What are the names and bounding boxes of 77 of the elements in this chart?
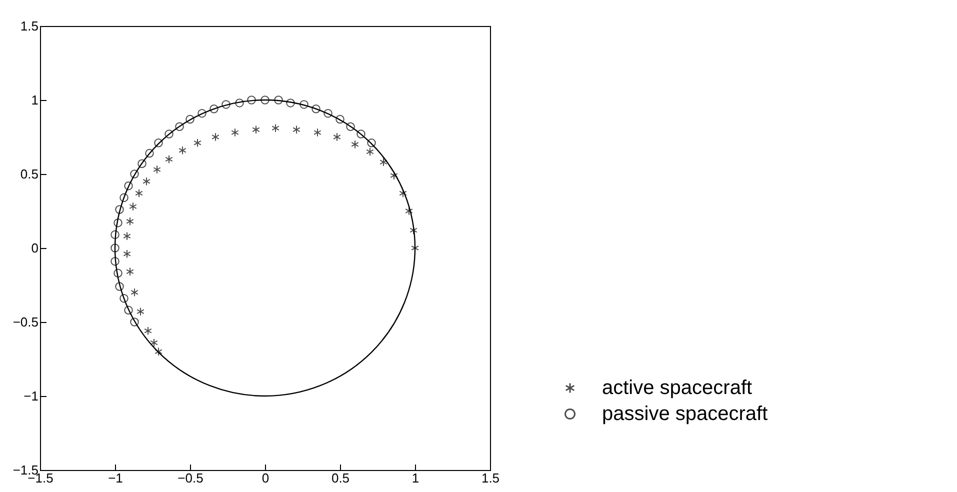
point — [300, 100, 308, 109]
point — [178, 146, 186, 155]
point — [120, 193, 128, 202]
point — [292, 125, 300, 134]
point — [314, 128, 322, 137]
point — [333, 132, 341, 142]
point — [164, 130, 174, 138]
point — [126, 216, 134, 226]
legend-label: passive spacecraft — [602, 403, 768, 425]
point — [110, 244, 120, 252]
point — [356, 130, 366, 138]
point — [123, 250, 131, 258]
point — [260, 96, 270, 104]
x-tick-label: 0 — [262, 470, 270, 486]
point — [186, 114, 194, 124]
x-tick-label: 0.5 — [331, 470, 350, 486]
point — [351, 140, 359, 149]
point — [274, 96, 283, 104]
point — [390, 171, 398, 180]
point — [336, 114, 344, 124]
y-tick-label: 1.5 — [20, 18, 38, 34]
point — [124, 306, 133, 315]
point — [210, 104, 218, 114]
point — [142, 177, 150, 186]
point — [120, 294, 128, 303]
point — [153, 165, 161, 174]
point — [138, 159, 146, 168]
point — [222, 100, 230, 109]
point — [114, 218, 122, 228]
point — [399, 188, 407, 198]
point — [165, 154, 173, 164]
point — [154, 138, 163, 148]
point — [175, 122, 184, 132]
y-tick-label: −0.5 — [12, 314, 38, 330]
point — [286, 98, 295, 108]
x-tick-label: −0.5 — [178, 470, 204, 486]
point — [144, 326, 152, 336]
point — [130, 170, 139, 178]
point — [231, 128, 239, 137]
point — [235, 98, 244, 108]
y-tick-label: 1 — [31, 92, 38, 108]
point — [115, 282, 124, 291]
point — [114, 268, 122, 278]
x-tick-label: −1 — [108, 470, 123, 486]
point — [247, 96, 256, 104]
point — [272, 124, 280, 132]
point — [130, 318, 139, 326]
point — [212, 132, 220, 142]
point — [145, 148, 154, 158]
y-tick-label: 0 — [31, 240, 38, 256]
x-tick-label: 1 — [412, 470, 420, 486]
point — [367, 138, 376, 148]
point — [194, 138, 202, 148]
point — [123, 232, 131, 241]
point — [252, 125, 260, 134]
point — [150, 338, 158, 348]
x-tick-label: 1.5 — [481, 470, 500, 486]
point — [129, 202, 137, 211]
point — [380, 158, 388, 167]
point — [115, 205, 124, 214]
point — [154, 347, 162, 356]
y-tick-label: 0.5 — [20, 166, 38, 182]
point — [135, 188, 143, 198]
point — [110, 256, 120, 266]
point — [130, 288, 138, 297]
point — [324, 108, 332, 118]
point — [346, 122, 355, 132]
point — [110, 230, 120, 240]
point — [405, 206, 413, 216]
y-tick-label: −1 — [24, 388, 38, 404]
point — [366, 147, 374, 156]
legend-label: active spacecraft — [602, 377, 753, 399]
point — [124, 181, 133, 190]
point — [198, 108, 206, 118]
point — [136, 307, 144, 316]
point — [126, 267, 134, 276]
point — [312, 104, 320, 114]
